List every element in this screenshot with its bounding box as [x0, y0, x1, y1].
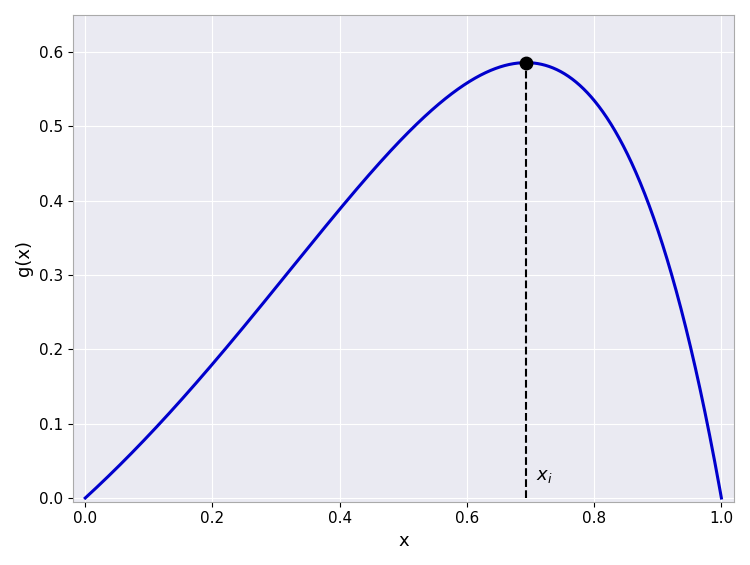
X-axis label: x: x	[398, 532, 409, 550]
Y-axis label: g(x): g(x)	[15, 240, 33, 276]
Point	[520, 58, 532, 67]
Text: $x_i$: $x_i$	[536, 467, 552, 485]
